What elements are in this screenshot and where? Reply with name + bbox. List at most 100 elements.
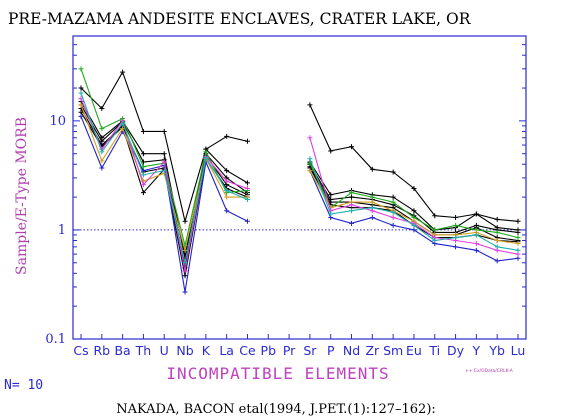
x-tick-label: Pr <box>283 343 296 358</box>
series-6 <box>78 113 521 295</box>
plot-frame <box>72 35 527 340</box>
data-point <box>224 168 230 174</box>
data-point <box>390 215 396 221</box>
data-point <box>390 194 396 200</box>
data-point <box>473 241 479 247</box>
x-tick-label: Ce <box>239 343 256 358</box>
data-point <box>224 178 230 184</box>
x-tick-label: Dy <box>447 343 465 358</box>
data-point <box>140 151 146 157</box>
data-point <box>78 85 84 91</box>
data-point <box>494 238 500 244</box>
data-point <box>349 194 355 200</box>
data-point <box>453 222 459 228</box>
x-tick-label: Th <box>135 343 152 358</box>
series-5 <box>78 109 521 279</box>
data-point <box>328 148 334 154</box>
data-point <box>369 215 375 221</box>
data-point <box>390 169 396 175</box>
data-point <box>411 227 417 233</box>
data-point <box>515 241 521 247</box>
series-line <box>80 68 248 246</box>
data-point <box>182 268 188 274</box>
data-point <box>349 202 355 208</box>
data-point <box>307 102 313 108</box>
data-point <box>369 194 375 200</box>
x-tick-label: Cs <box>73 343 88 358</box>
data-point <box>182 218 188 224</box>
data-point <box>120 69 126 75</box>
data-point <box>349 220 355 226</box>
series-group <box>78 66 521 295</box>
legend-note: ++ Ex/OData/CRLK-A <box>465 368 514 374</box>
data-point <box>224 133 230 139</box>
data-point <box>432 227 438 233</box>
data-point <box>78 66 84 72</box>
data-point <box>328 211 334 217</box>
data-point <box>244 185 250 191</box>
data-point <box>432 238 438 244</box>
x-tick-labels: Cs Rb Ba Th U Nb K La Ce Pb Pr Sr P Nd Zr Sm Eu Ti Dy Y Yb Lu <box>73 343 525 358</box>
data-point <box>494 229 500 235</box>
data-point <box>390 199 396 205</box>
x-tick-label: Ba <box>114 343 130 358</box>
data-point <box>140 172 146 178</box>
data-point <box>369 205 375 211</box>
sample-count: N= 10 <box>4 378 43 393</box>
data-point <box>224 194 230 200</box>
citation: NAKADA, BACON etal(1994, J.PET.(1):127–1… <box>116 402 436 417</box>
series-line <box>80 92 248 263</box>
data-point <box>99 158 105 164</box>
x-tick-label: Yb <box>488 343 505 358</box>
data-point <box>78 102 84 108</box>
data-point <box>473 211 479 217</box>
data-point <box>411 222 417 228</box>
data-point <box>473 247 479 253</box>
x-axis-label: INCOMPATIBLE ELEMENTS <box>166 364 389 383</box>
data-point <box>411 185 417 191</box>
x-tick-label: Lu <box>511 343 526 358</box>
y-tick-label: 1 <box>58 223 66 238</box>
series-3 <box>78 102 521 271</box>
data-point <box>161 128 167 134</box>
plot-border <box>72 35 527 340</box>
data-point <box>99 126 105 132</box>
data-point <box>140 128 146 134</box>
y-tick-label: 10 <box>49 114 66 129</box>
data-point <box>432 213 438 219</box>
data-point <box>182 273 188 279</box>
series-7 <box>78 66 521 248</box>
data-point <box>78 90 84 96</box>
y-tick-labels: 0.1 1 10 <box>45 114 66 347</box>
x-tick-label: P <box>327 343 335 358</box>
data-point <box>182 247 188 253</box>
x-tick-label: Zr <box>365 343 380 358</box>
x-tick-label: Nb <box>176 343 193 358</box>
data-point <box>203 149 209 155</box>
data-point <box>453 244 459 250</box>
y-tick-label: 0.1 <box>45 332 66 347</box>
data-point <box>99 149 105 155</box>
x-tick-label: Sr <box>303 343 317 358</box>
data-point <box>99 105 105 111</box>
x-tick-label: La <box>219 343 234 358</box>
data-point <box>369 199 375 205</box>
series-8 <box>78 102 521 253</box>
data-point <box>244 138 250 144</box>
x-tick-label: Nd <box>343 343 360 358</box>
data-point <box>99 165 105 171</box>
data-point <box>307 168 313 174</box>
data-point <box>453 215 459 221</box>
data-point <box>140 164 146 170</box>
data-point <box>494 244 500 250</box>
data-point <box>120 120 126 126</box>
data-point <box>390 222 396 228</box>
data-point <box>328 192 334 198</box>
x-tick-label: K <box>202 343 211 358</box>
series-line <box>80 101 248 259</box>
data-point <box>515 229 521 235</box>
data-point <box>515 235 521 241</box>
data-point <box>515 218 521 224</box>
x-tick-label: Ti <box>428 343 440 358</box>
